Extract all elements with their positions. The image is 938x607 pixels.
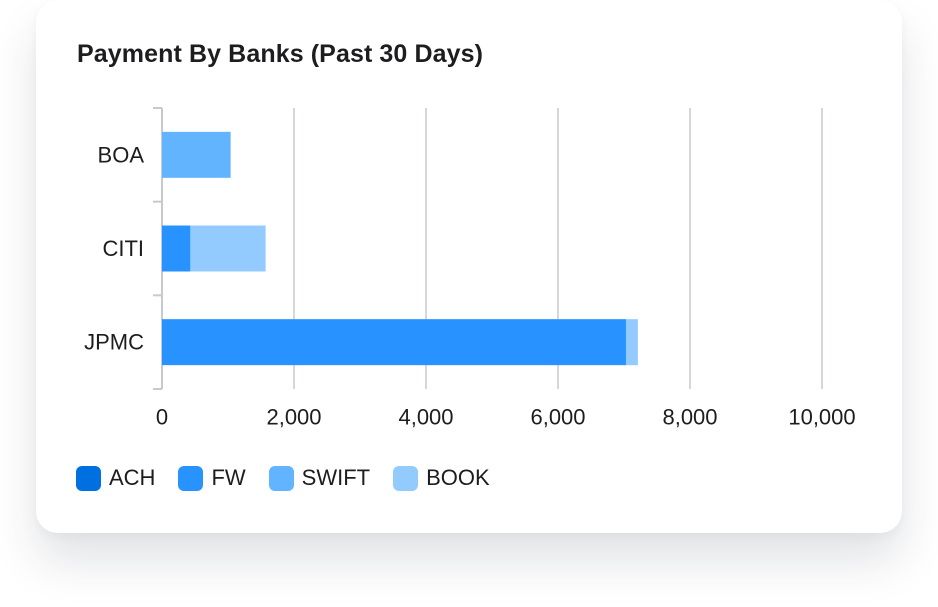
bar-chart: BOA CITI JPMC 0 2,000 4,000 6,000 8,000 10,000 <box>84 107 856 430</box>
y-tick-label-boa: BOA <box>98 142 145 167</box>
x-tick-label-3: 6,000 <box>530 405 585 430</box>
legend-swatch-swift <box>268 465 294 491</box>
x-tick-label-0: 0 <box>156 405 168 430</box>
x-tick-label-5: 10,000 <box>788 405 855 430</box>
chart-title: Payment By Banks (Past 30 Days) <box>77 40 484 68</box>
legend-label-fw: FW <box>211 465 246 490</box>
bar-jpmc-book <box>625 319 638 366</box>
x-tick-label-2: 4,000 <box>398 405 453 430</box>
y-tick-label-jpmc: JPMC <box>84 330 144 355</box>
legend-swatch-fw <box>178 465 204 491</box>
y-tick-label-citi: CITI <box>102 236 144 261</box>
bar-jpmc-fw <box>162 319 626 366</box>
legend-item-swift: SWIFT <box>268 465 371 491</box>
legend-swatch-ach <box>76 465 101 491</box>
bar-citi-book <box>190 225 266 272</box>
chart-legend: ACH FW SWIFT BOOK <box>76 465 513 491</box>
legend-item-book: BOOK <box>393 465 490 491</box>
legend-swatch-book <box>393 465 419 491</box>
bar-boa-swift <box>162 131 231 178</box>
legend-item-ach: ACH <box>76 465 155 491</box>
legend-item-fw: FW <box>178 465 246 491</box>
x-tick-label-4: 8,000 <box>662 405 717 430</box>
bar-citi-fw <box>162 225 191 272</box>
legend-label-ach: ACH <box>109 465 156 490</box>
chart-card: Payment By Banks (Past 30 Days) BOA CITI J… <box>36 0 902 533</box>
legend-label-swift: SWIFT <box>301 465 371 490</box>
x-tick-label-1: 2,000 <box>266 405 321 430</box>
legend-label-book: BOOK <box>426 465 490 490</box>
